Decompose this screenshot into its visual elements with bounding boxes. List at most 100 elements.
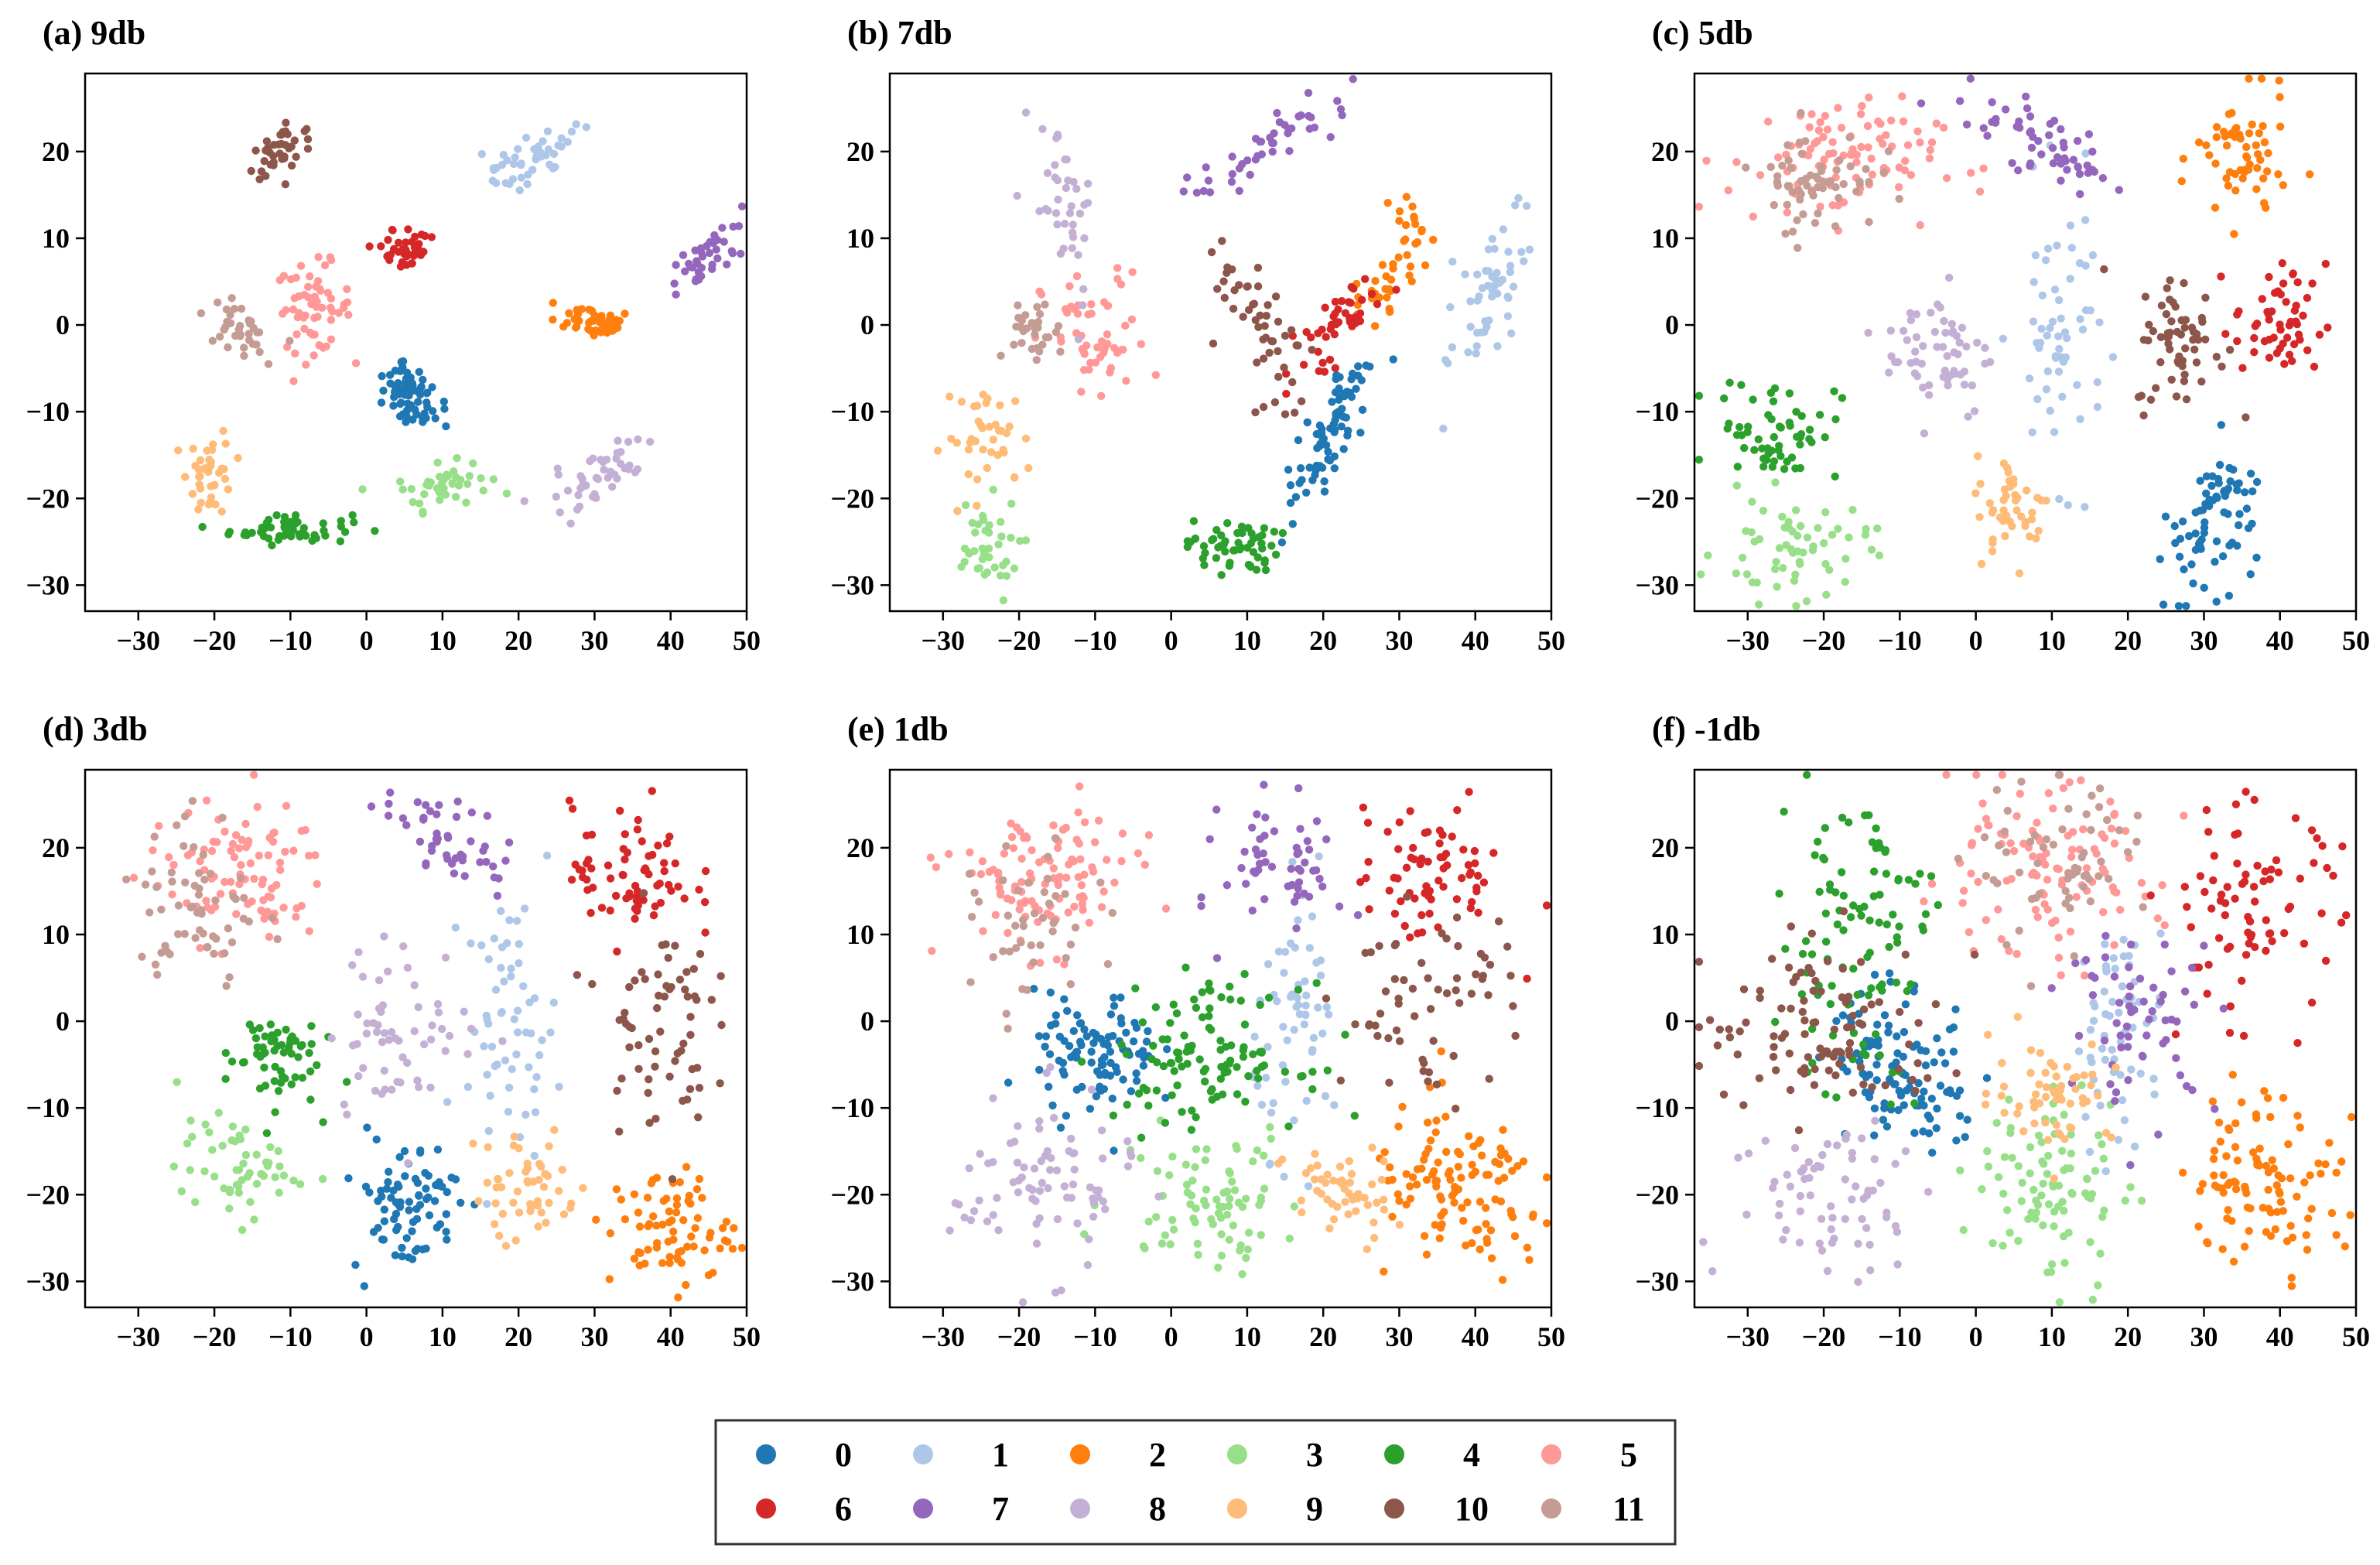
scatter-point-class-8 bbox=[372, 1027, 381, 1037]
scatter-point-class-9 bbox=[2037, 496, 2046, 504]
x-tick-label: 20 bbox=[2114, 625, 2142, 656]
scatter-point-class-3 bbox=[1161, 1231, 1170, 1240]
legend-entry-11: 11 bbox=[1541, 1490, 1645, 1528]
scatter-point-class-0 bbox=[1052, 1020, 1060, 1028]
scatter-point-class-7 bbox=[2026, 162, 2034, 170]
scatter-point-class-10 bbox=[270, 141, 279, 149]
scatter-point-class-6 bbox=[1307, 333, 1315, 342]
scatter-point-class-2 bbox=[605, 1275, 614, 1283]
scatter-point-class-10 bbox=[1274, 372, 1283, 381]
scatter-point-class-1 bbox=[1525, 245, 1534, 254]
scatter-point-class-0 bbox=[392, 1209, 401, 1218]
scatter-point-class-4 bbox=[1183, 537, 1192, 545]
scatter-point-class-4 bbox=[1860, 902, 1869, 911]
scatter-point-class-0 bbox=[1357, 376, 1366, 384]
scatter-point-class-3 bbox=[1848, 505, 1857, 514]
scatter-point-class-11 bbox=[1788, 188, 1797, 196]
scatter-point-class-6 bbox=[1407, 853, 1415, 862]
scatter-point-class-8 bbox=[1057, 1286, 1065, 1295]
scatter-point-class-9 bbox=[181, 473, 190, 481]
scatter-point-class-0 bbox=[1342, 388, 1352, 396]
scatter-point-class-7 bbox=[2124, 1076, 2132, 1085]
x-tick-label: −10 bbox=[1878, 625, 1922, 656]
scatter-point-class-8 bbox=[1876, 1178, 1885, 1187]
scatter-point-class-1 bbox=[491, 1061, 499, 1071]
legend-entry-3: 3 bbox=[1227, 1436, 1323, 1474]
scatter-point-class-3 bbox=[2088, 1190, 2097, 1198]
scatter-point-class-4 bbox=[287, 1080, 296, 1088]
scatter-point-class-10 bbox=[2192, 358, 2201, 367]
scatter-point-class-8 bbox=[1123, 1137, 1132, 1146]
scatter-point-class-11 bbox=[1770, 200, 1778, 210]
scatter-point-class-4 bbox=[1764, 449, 1773, 458]
scatter-point-class-7 bbox=[2026, 112, 2035, 121]
scatter-point-class-5 bbox=[327, 256, 336, 265]
x-tick-label: −30 bbox=[117, 625, 161, 656]
scatter-point-class-4 bbox=[1249, 548, 1258, 556]
scatter-point-class-1 bbox=[513, 1028, 522, 1037]
scatter-point-class-3 bbox=[1791, 570, 1800, 579]
scatter-point-class-7 bbox=[433, 837, 441, 846]
scatter-point-class-11 bbox=[2017, 777, 2026, 786]
scatter-point-class-3 bbox=[1194, 1250, 1202, 1259]
scatter-point-class-8 bbox=[592, 473, 601, 482]
scatter-point-class-11 bbox=[1781, 229, 1790, 238]
scatter-point-class-2 bbox=[2263, 1094, 2272, 1102]
scatter-point-class-3 bbox=[1732, 569, 1740, 578]
scatter-point-class-0 bbox=[1045, 1050, 1055, 1058]
scatter-point-class-10 bbox=[1251, 408, 1260, 417]
scatter-point-class-0 bbox=[1933, 1034, 1941, 1043]
scatter-point-class-2 bbox=[1395, 1197, 1404, 1205]
scatter-point-class-10 bbox=[1452, 986, 1460, 995]
scatter-point-class-9 bbox=[494, 1174, 502, 1184]
scatter-point-class-4 bbox=[319, 1118, 327, 1126]
scatter-point-class-10 bbox=[617, 1075, 626, 1083]
scatter-point-class-10 bbox=[1830, 1025, 1838, 1034]
scatter-point-class-2 bbox=[1426, 1136, 1435, 1145]
scatter-point-class-3 bbox=[997, 518, 1005, 526]
scatter-point-class-8 bbox=[419, 1040, 429, 1049]
scatter-point-class-10 bbox=[1381, 987, 1390, 996]
scatter-point-class-0 bbox=[415, 1191, 423, 1201]
scatter-point-class-7 bbox=[2138, 1051, 2147, 1061]
scatter-point-class-8 bbox=[1901, 1146, 1910, 1156]
scatter-point-class-8 bbox=[1841, 1215, 1849, 1224]
scatter-point-class-8 bbox=[354, 1010, 362, 1019]
scatter-point-class-0 bbox=[1122, 1028, 1130, 1037]
scatter-point-class-7 bbox=[681, 267, 689, 275]
scatter-point-class-4 bbox=[1864, 991, 1873, 999]
scatter-point-class-4 bbox=[221, 1048, 230, 1058]
scatter-point-class-10 bbox=[1725, 1033, 1735, 1042]
scatter-point-class-8 bbox=[1067, 1194, 1076, 1202]
scatter-point-class-2 bbox=[2241, 166, 2249, 174]
scatter-point-class-5 bbox=[1856, 110, 1865, 118]
scatter-point-class-3 bbox=[419, 509, 427, 518]
scatter-point-class-1 bbox=[539, 137, 547, 145]
scatter-point-class-3 bbox=[1166, 1240, 1175, 1249]
scatter-point-class-6 bbox=[365, 242, 374, 251]
scatter-point-class-9 bbox=[1323, 1170, 1332, 1179]
scatter-point-class-4 bbox=[1776, 423, 1785, 432]
scatter-point-class-10 bbox=[2225, 346, 2235, 354]
scatter-point-class-1 bbox=[467, 939, 475, 948]
scatter-point-class-5 bbox=[1997, 935, 2006, 944]
scatter-point-class-4 bbox=[1205, 979, 1213, 988]
scatter-point-class-0 bbox=[433, 1145, 443, 1154]
scatter-point-class-11 bbox=[1773, 178, 1782, 186]
scatter-point-class-6 bbox=[1424, 828, 1432, 836]
legend-frame bbox=[714, 1419, 1677, 1546]
scatter-point-class-10 bbox=[2175, 352, 2183, 360]
scatter-point-class-6 bbox=[660, 859, 669, 867]
scatter-point-class-9 bbox=[1348, 1192, 1356, 1201]
scatter-point-class-0 bbox=[1949, 1047, 1958, 1056]
scatter-point-class-5 bbox=[1939, 123, 1948, 132]
scatter-point-class-0 bbox=[1035, 1065, 1044, 1075]
scatter-point-class-3 bbox=[1994, 1173, 2003, 1181]
scatter-point-class-0 bbox=[1142, 1037, 1151, 1046]
scatter-point-class-4 bbox=[1223, 519, 1232, 528]
scatter-point-class-3 bbox=[1841, 555, 1850, 563]
scatter-point-class-8 bbox=[960, 1213, 969, 1222]
scatter-point-class-0 bbox=[2184, 531, 2194, 541]
scatter-point-class-8 bbox=[1035, 1117, 1044, 1126]
scatter-point-class-3 bbox=[1021, 536, 1031, 545]
